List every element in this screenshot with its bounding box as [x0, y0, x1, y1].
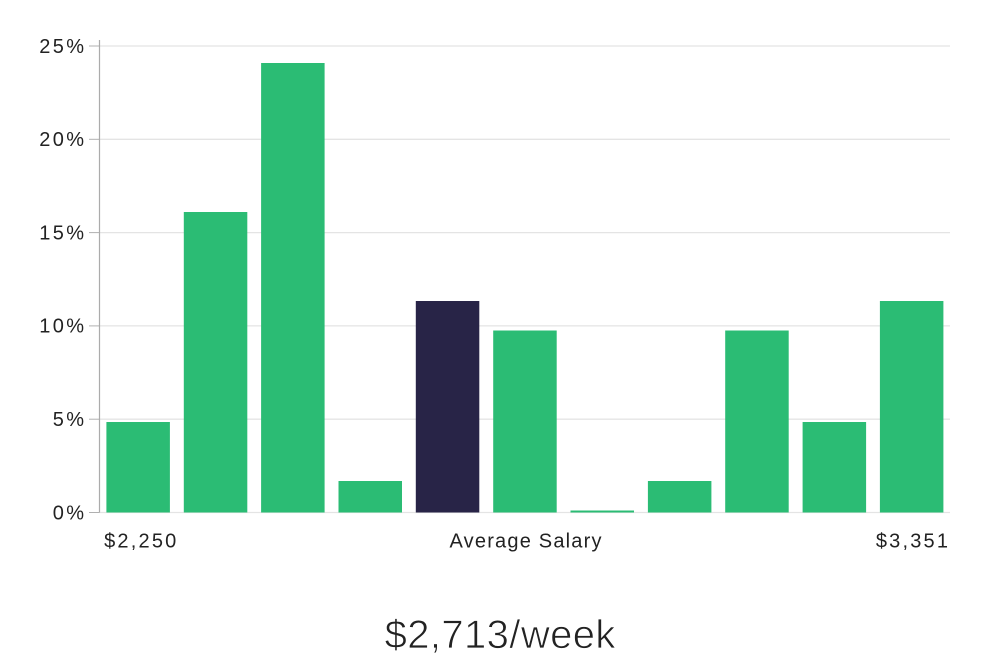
svg-text:$2,250: $2,250: [104, 531, 178, 553]
svg-text:$3,351: $3,351: [876, 531, 950, 553]
svg-text:20%: 20%: [39, 129, 86, 151]
svg-text:0%: 0%: [53, 502, 87, 524]
svg-text:Average Salary: Average Salary: [450, 531, 603, 553]
svg-text:25%: 25%: [39, 36, 86, 58]
svg-text:10%: 10%: [39, 316, 86, 338]
svg-text:5%: 5%: [53, 409, 87, 431]
svg-text:$2,713/week: $2,713/week: [385, 613, 617, 657]
svg-text:15%: 15%: [39, 222, 86, 244]
